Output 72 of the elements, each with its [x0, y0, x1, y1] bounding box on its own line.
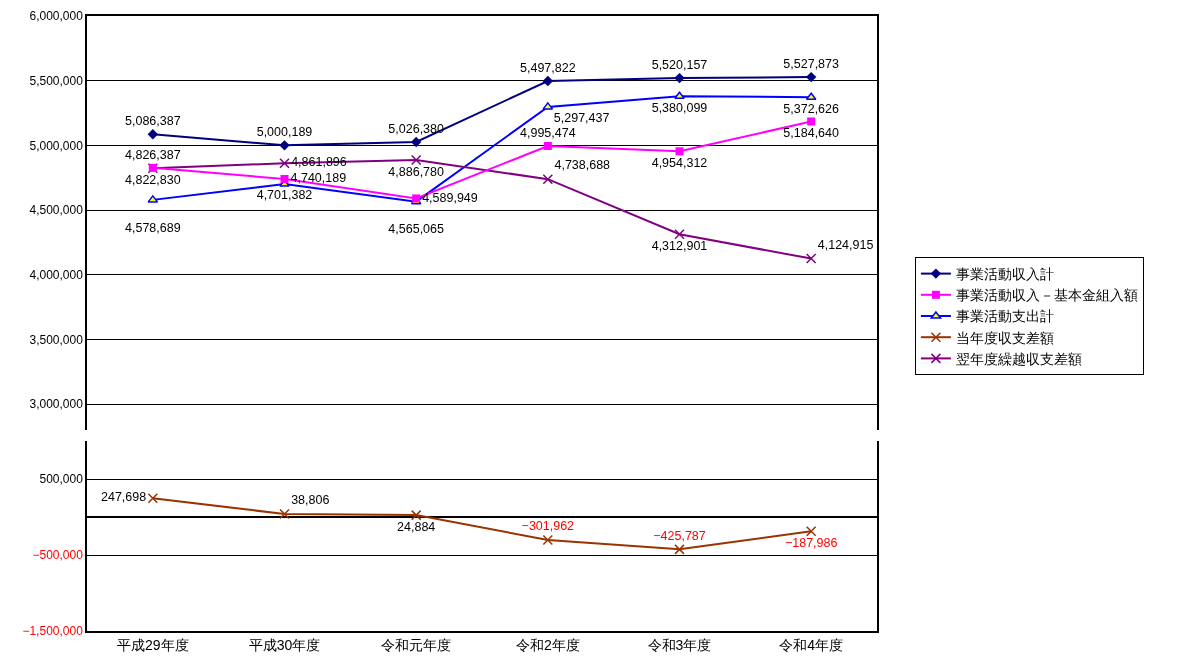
data-label: 5,520,157 [651, 57, 708, 72]
point [542, 534, 554, 546]
data-label: 4,995,474 [520, 125, 576, 140]
data-label: 4,589,949 [422, 190, 478, 205]
data-label: 4,312,901 [651, 239, 708, 254]
y-tick-label: 4,500,000 [29, 203, 84, 218]
data-label: 5,184,640 [783, 125, 840, 140]
data-label: 5,086,387 [125, 114, 181, 129]
data-label: 4,738,688 [554, 158, 611, 173]
point [674, 229, 685, 240]
point [410, 509, 422, 521]
point [674, 91, 685, 99]
y-tick-label: 500,000 [39, 472, 84, 487]
data-label: 5,372,626 [783, 101, 840, 116]
data-label: 5,026,380 [388, 121, 445, 136]
y-tick-label: 3,000,000 [29, 397, 84, 412]
point [674, 544, 685, 555]
point [147, 492, 159, 504]
x-tick-label: 平成30年度 [248, 636, 321, 653]
data-label: 4,886,780 [388, 165, 445, 180]
point [280, 174, 289, 183]
data-label: 4,740,189 [290, 171, 347, 186]
data-label: −301,962 [521, 519, 575, 534]
point [805, 71, 817, 83]
point [805, 526, 817, 537]
y-tick-label: 5,000,000 [29, 138, 84, 153]
legend-label: 当年度収支差額 [955, 329, 1054, 346]
point [674, 72, 685, 84]
point [675, 147, 684, 156]
x-tick-label: 令和2年度 [515, 636, 580, 653]
y-tick-label: −1,500,000 [22, 624, 84, 639]
y-tick-label: 3,500,000 [29, 332, 84, 347]
point [410, 154, 422, 166]
legend-label: 事業活動支出計 [955, 308, 1054, 325]
data-label: 4,701,382 [256, 188, 313, 203]
x-tick-label: 令和元年度 [381, 636, 452, 653]
point [410, 136, 422, 148]
data-label: 4,124,915 [817, 237, 874, 252]
legend-label: 事業活動収入－基本金組入額 [955, 287, 1138, 304]
data-label: 4,954,312 [651, 155, 708, 170]
legend-label: 翌年度繰越収支差額 [955, 350, 1082, 367]
data-label: −187,986 [784, 536, 838, 551]
data-label: 5,527,873 [783, 56, 840, 71]
point [279, 508, 290, 520]
y-tick-label: 5,500,000 [29, 73, 84, 88]
data-label: 38,806 [291, 493, 330, 508]
data-label: 24,884 [397, 520, 436, 535]
y-tick-label: 6,000,000 [29, 9, 84, 24]
data-label: 4,826,387 [125, 147, 181, 162]
point [805, 253, 817, 264]
data-label: 247,698 [101, 490, 147, 505]
data-label: 5,000,189 [256, 125, 313, 140]
x-tick-label: 令和4年度 [779, 636, 844, 653]
point [279, 140, 290, 151]
y-tick-label: 4,000,000 [29, 267, 84, 282]
legend-label: 事業活動収入計 [955, 266, 1054, 283]
data-label: 4,565,065 [388, 222, 445, 237]
data-label: 5,297,437 [553, 111, 610, 126]
data-label: 4,822,830 [125, 173, 181, 188]
x-tick-label: 平成29年度 [117, 636, 189, 653]
point [279, 157, 290, 169]
point [543, 141, 552, 150]
y-tick-label: −500,000 [32, 548, 84, 563]
data-label: −425,787 [653, 528, 706, 543]
data-label: 5,497,822 [520, 60, 576, 75]
data-label: 5,380,099 [651, 100, 708, 115]
point [807, 117, 816, 126]
x-tick-label: 令和3年度 [647, 636, 712, 653]
point [147, 129, 159, 140]
data-label: 4,578,689 [125, 220, 181, 235]
point [542, 75, 554, 87]
point [542, 173, 554, 185]
